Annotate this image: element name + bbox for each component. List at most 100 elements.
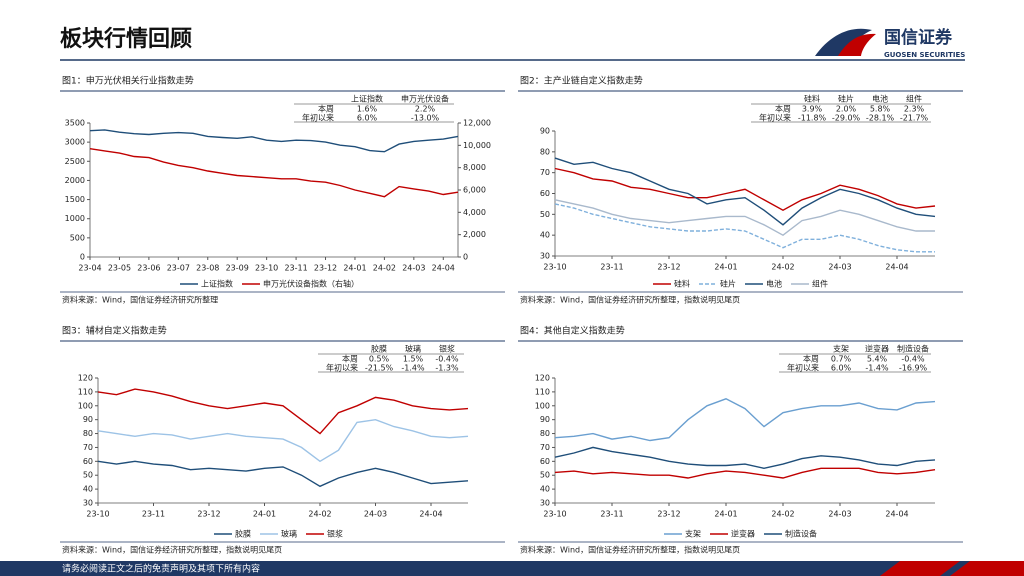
table-row-label: 本周	[318, 104, 334, 114]
y-tick-label: 110	[535, 387, 550, 396]
y-tick-label: 50	[540, 471, 550, 480]
series-line	[554, 467, 936, 479]
y-tick-label: 40	[540, 485, 550, 494]
chart-title: 图3：辅材自定义指数走势	[62, 325, 167, 337]
table-cell: -0.4%	[435, 355, 459, 364]
y-tick-label: 90	[540, 415, 550, 424]
page-title: 板块行情回顾	[60, 26, 192, 52]
logo-sub: GUOSEN SECURITIES	[884, 51, 965, 59]
table-header: 电池	[872, 94, 888, 104]
table-header: 硅料	[804, 94, 820, 104]
footer-text: 请务必阅读正文之后的免责声明及其项下所有内容	[62, 563, 260, 575]
x-tick-label: 23-11	[600, 510, 623, 519]
series-line	[554, 398, 936, 442]
y-tick-label: 30	[83, 499, 93, 508]
y-tick-label: 60	[540, 189, 550, 198]
table-cell: 1.5%	[403, 355, 424, 364]
series-line	[97, 460, 469, 488]
y-tick-label: 80	[540, 147, 550, 156]
chart-title: 图4：其他自定义指数走势	[520, 325, 625, 337]
table-row-label: 年初以来	[302, 113, 334, 123]
x-tick-label: 23-08	[196, 264, 219, 273]
y-tick-label: 50	[83, 471, 93, 480]
table-cell: -13.0%	[411, 114, 440, 123]
legend-label: 胶膜	[235, 529, 251, 539]
chart-title: 图1：申万光伏相关行业指数走势	[62, 75, 194, 87]
legend-label: 玻璃	[281, 529, 297, 539]
x-tick-label: 23-10	[543, 263, 566, 272]
table-header: 胶膜	[371, 344, 387, 354]
table-cell: 0.7%	[831, 355, 852, 364]
table-cell: 2.0%	[836, 105, 857, 114]
y-tick-label: 100	[535, 401, 550, 410]
footer-bar	[0, 561, 1024, 576]
series-line	[97, 388, 469, 435]
table-cell: 6.0%	[831, 364, 852, 373]
y2-tick-label: 12,000	[463, 119, 491, 128]
y-tick-label: 90	[540, 127, 550, 136]
x-tick-label: 23-11	[600, 263, 623, 272]
x-tick-label: 24-03	[364, 510, 387, 519]
y-tick-label: 40	[540, 231, 550, 240]
table-row-label: 年初以来	[326, 363, 358, 373]
y-tick-label: 40	[83, 485, 93, 494]
series-line	[554, 203, 935, 253]
table-cell: -16.9%	[899, 364, 928, 373]
y-tick-label: 500	[70, 233, 85, 242]
y-tick-label: 50	[540, 210, 550, 219]
x-tick-label: 24-02	[373, 264, 396, 273]
table-cell: 1.6%	[357, 105, 378, 114]
series-line	[554, 446, 936, 470]
x-tick-label: 23-04	[78, 264, 101, 273]
y-tick-label: 100	[78, 401, 93, 410]
table-header: 银浆	[439, 344, 455, 354]
y-tick-label: 70	[540, 168, 550, 177]
legend-label: 逆变器	[731, 529, 755, 539]
table-cell: 2.2%	[415, 105, 436, 114]
x-tick-label: 24-04	[432, 264, 455, 273]
x-tick-label: 23-10	[255, 264, 278, 273]
table-row-label: 本周	[342, 354, 358, 364]
y-tick-label: 0	[80, 253, 85, 262]
x-tick-label: 23-05	[108, 264, 131, 273]
table-cell: -28.1%	[866, 114, 895, 123]
table-cell: -21.7%	[900, 114, 929, 123]
x-tick-label: 23-12	[197, 510, 220, 519]
y-tick-label: 80	[83, 429, 93, 438]
x-tick-label: 24-03	[402, 264, 425, 273]
logo-shape	[815, 28, 872, 56]
x-tick-label: 23-12	[657, 263, 680, 272]
y-tick-label: 70	[83, 443, 93, 452]
y-tick-label: 2000	[65, 176, 85, 185]
logo-name: 国信证券	[884, 27, 953, 48]
series-line	[97, 418, 469, 463]
table-cell: 2.3%	[904, 105, 925, 114]
y2-tick-label: 0	[463, 253, 468, 262]
table-cell: -1.4%	[401, 364, 425, 373]
legend-label: 硅料	[674, 279, 690, 289]
table-cell: 0.5%	[369, 355, 390, 364]
table-cell: -11.8%	[798, 114, 827, 123]
logo: 国信证券 GUOSEN SECURITIES	[815, 27, 965, 59]
y-tick-label: 3500	[65, 119, 85, 128]
table-header: 玻璃	[405, 344, 421, 354]
x-tick-label: 24-02	[308, 510, 331, 519]
x-tick-label: 23-11	[142, 510, 165, 519]
x-tick-label: 24-01	[714, 263, 737, 272]
y-tick-label: 60	[540, 457, 550, 466]
x-tick-label: 23-10	[86, 510, 109, 519]
table-header: 逆变器	[865, 344, 889, 354]
x-tick-label: 24-01	[253, 510, 276, 519]
x-tick-label: 23-07	[167, 264, 190, 273]
legend-label: 支架	[685, 529, 701, 539]
y2-tick-label: 4,000	[463, 208, 486, 217]
x-tick-label: 24-01	[714, 510, 737, 519]
source-note: 资料来源：Wind，国信证券经济研究所整理，指数说明见尾页	[62, 545, 282, 555]
y-tick-label: 70	[540, 443, 550, 452]
legend-label: 上证指数	[201, 279, 233, 289]
